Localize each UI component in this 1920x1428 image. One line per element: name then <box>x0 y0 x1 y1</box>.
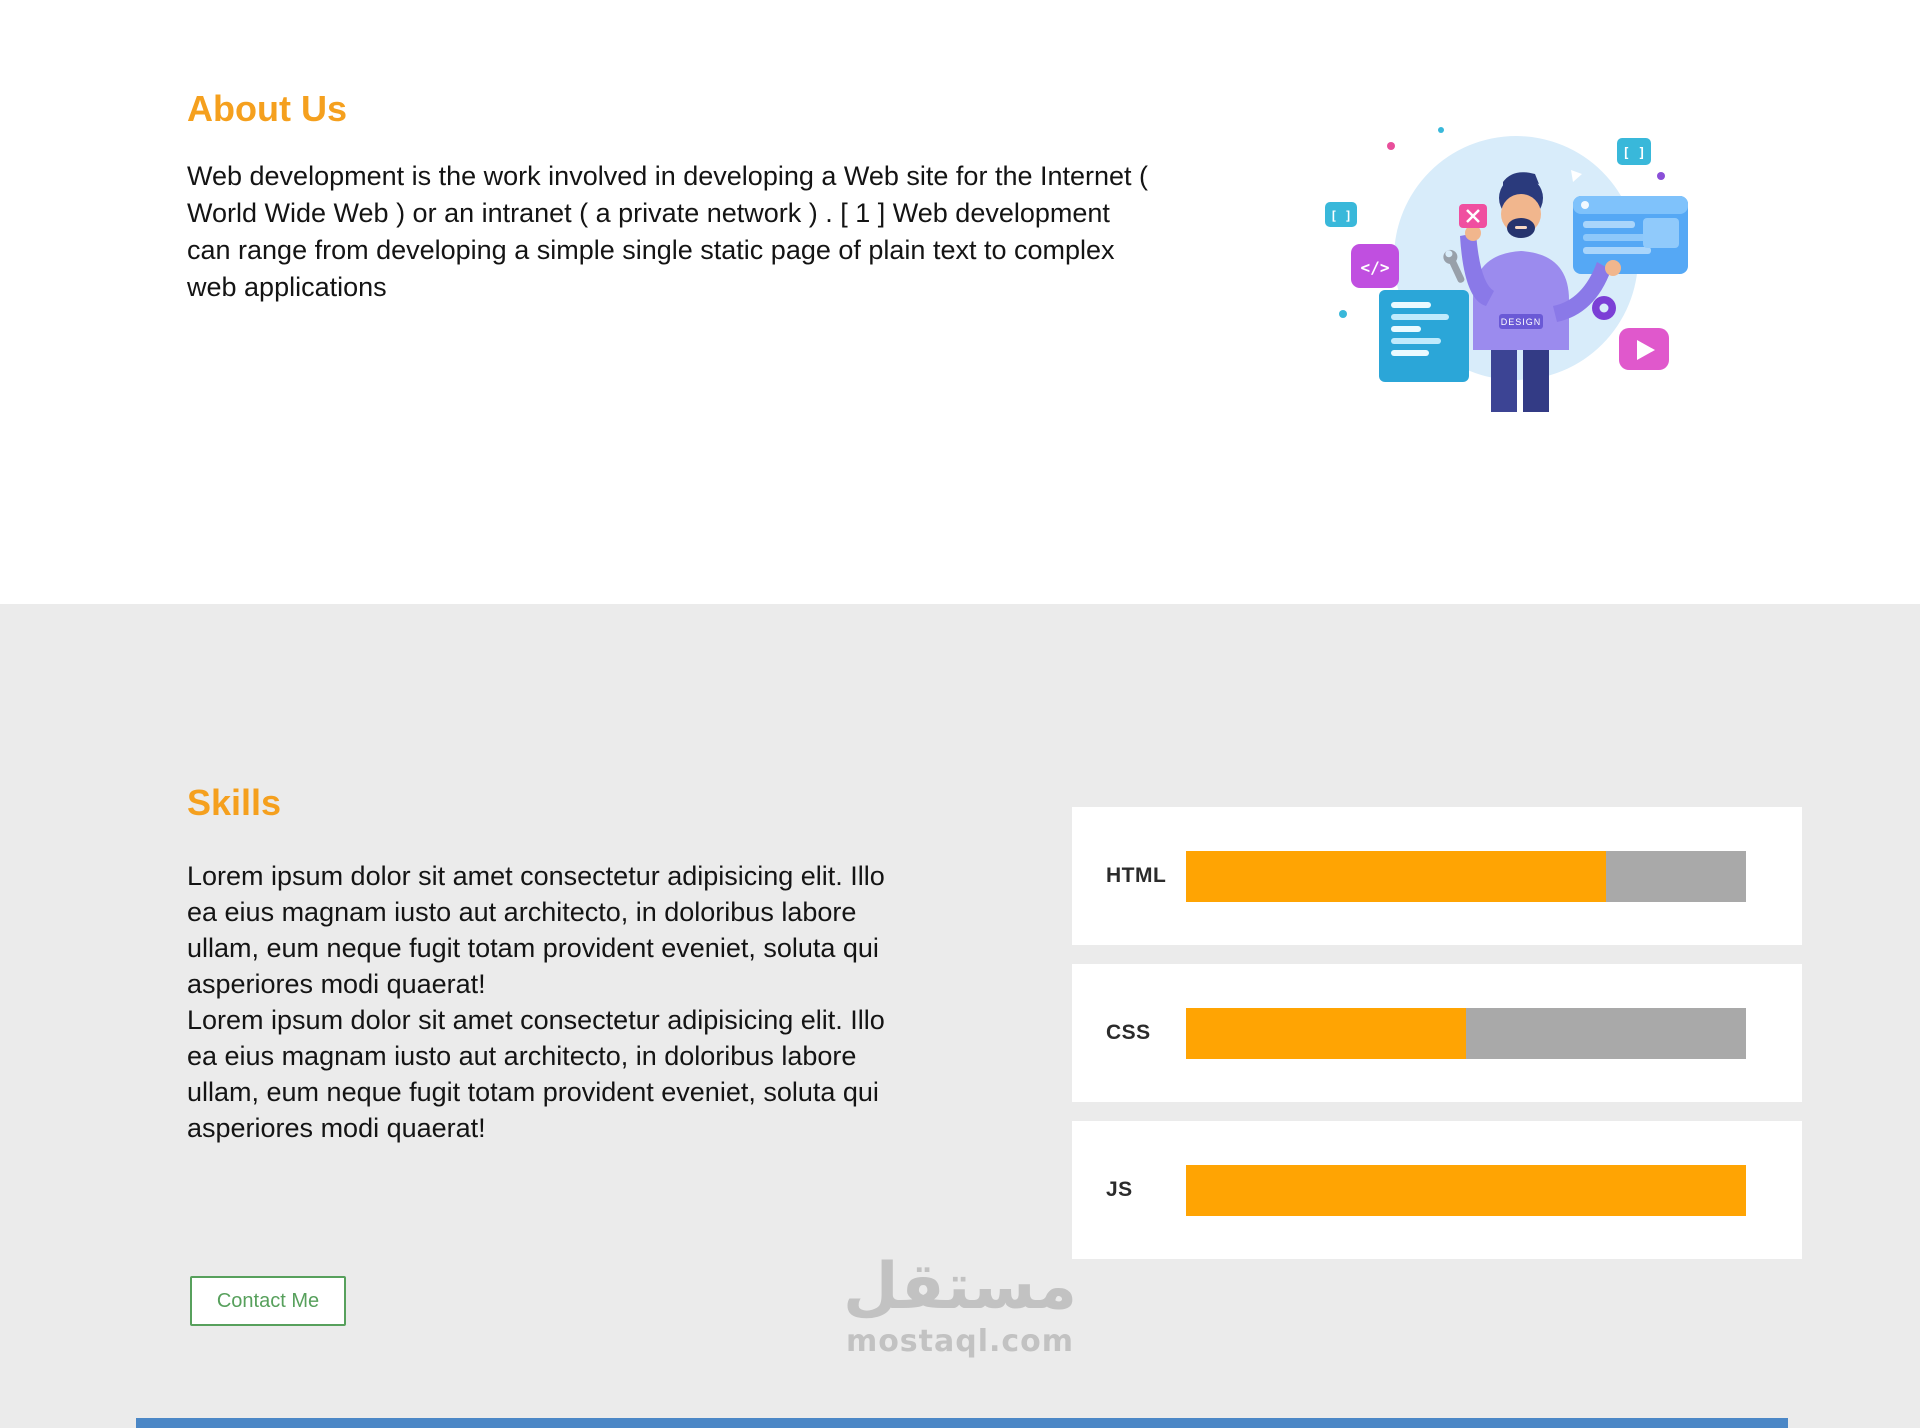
skill-card-css: CSS <box>1072 964 1802 1102</box>
skill-label-js: JS <box>1106 1178 1133 1201</box>
about-heading: About Us <box>187 88 347 129</box>
skills-section: Skills Lorem ipsum dolor sit amet consec… <box>0 604 1920 1428</box>
contact-me-button[interactable]: Contact Me <box>190 1276 346 1326</box>
developer-illustration: [ ] [ ] <box>1318 118 1704 428</box>
watermark-arabic: مستقل <box>842 1250 1078 1324</box>
wrench-icon <box>1443 249 1465 283</box>
skill-bar-fill-html <box>1186 850 1606 902</box>
svg-text:DESIGN: DESIGN <box>1501 317 1542 327</box>
bracket-badge-icon: [ ] <box>1617 138 1651 165</box>
skill-bar-track-css <box>1186 1007 1746 1059</box>
svg-text:[ ]: [ ] <box>1622 146 1645 161</box>
skill-bar-fill-js <box>1186 1164 1746 1216</box>
skills-paragraph-2: Lorem ipsum dolor sit amet consectetur a… <box>187 1005 885 1143</box>
skill-card-js: JS <box>1072 1121 1802 1259</box>
footer-blue-bar <box>136 1418 1788 1428</box>
skill-bar-track-html <box>1186 850 1746 902</box>
skill-bar-track-js <box>1186 1164 1746 1216</box>
skill-bar-fill-css <box>1186 1007 1466 1059</box>
skills-paragraph-1: Lorem ipsum dolor sit amet consectetur a… <box>187 861 885 999</box>
browser-window-icon <box>1573 196 1688 274</box>
svg-text:</>: </> <box>1361 258 1390 277</box>
code-tag-icon: </> <box>1351 244 1399 288</box>
skill-label-css: CSS <box>1106 1021 1151 1044</box>
bracket-badge-icon-2: [ ] <box>1325 202 1357 227</box>
skill-card-html: HTML <box>1072 807 1802 945</box>
skills-text: Lorem ipsum dolor sit amet consectetur a… <box>187 858 892 1146</box>
gear-icon <box>1592 296 1616 320</box>
skill-cards: HTML CSS JS <box>1072 807 1802 1278</box>
about-paragraph: Web development is the work involved in … <box>187 161 1149 302</box>
watermark-latin: mostaql.com <box>845 1324 1075 1360</box>
developer-person: DESIGN <box>1459 172 1621 412</box>
about-section: About Us Web development is the work inv… <box>0 0 1920 604</box>
skill-label-html: HTML <box>1106 864 1167 887</box>
developer-illustration-svg: [ ] [ ] <box>1325 127 1688 412</box>
mostaql-watermark: مستقل mostaql.com <box>842 1250 1078 1360</box>
code-panel-icon <box>1379 290 1469 382</box>
svg-text:[ ]: [ ] <box>1330 209 1352 223</box>
skills-heading: Skills <box>187 782 282 823</box>
play-button-icon <box>1619 328 1669 370</box>
